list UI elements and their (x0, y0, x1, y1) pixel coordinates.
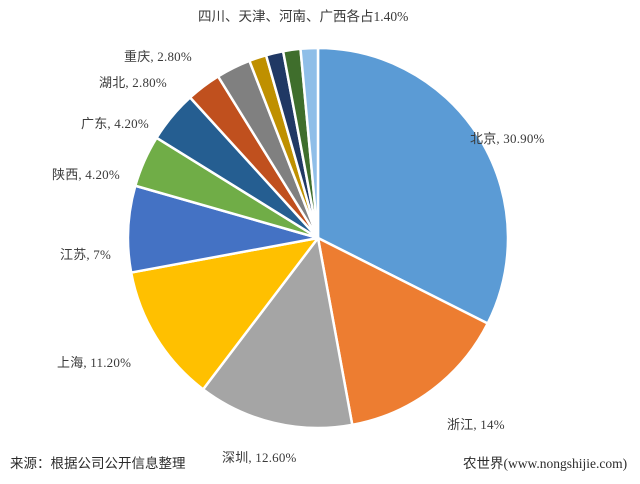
annotation-small-slices: 四川、天津、河南、广西各占1.40% (198, 9, 409, 24)
slice-label-beijing: 北京, 30.90% (470, 131, 545, 146)
pie-slice-1: 浙江 14% (316, 236, 489, 427)
slice-label-guangdong: 广东, 4.20% (81, 116, 149, 131)
watermark: 农世界(www.nongshijie.com) (463, 456, 628, 471)
slice-label-chongqing: 重庆, 2.80% (124, 49, 192, 64)
slice-label-hubei: 湖北, 2.80% (99, 75, 167, 90)
pie-slice-2: 深圳 12.6% (201, 236, 354, 430)
slice-label-shanghai: 上海, 11.20% (57, 355, 132, 370)
slice-label-jiangsu: 江苏, 7% (60, 247, 112, 262)
slice-label-shenzhen: 深圳, 12.60% (222, 450, 297, 465)
pie-slice-group: 北京 30.9%浙江 14%深圳 12.6%上海 11.2%江苏 7%陕西 4.… (126, 46, 510, 430)
pie-slice-0: 北京 30.9% (316, 46, 510, 325)
source-note: 来源：根据公司公开信息整理 (10, 456, 186, 471)
slice-label-shaanxi: 陕西, 4.20% (52, 167, 120, 182)
pie-slice-3: 上海 11.2% (129, 236, 320, 391)
slice-label-zhejiang: 浙江, 14% (447, 417, 505, 432)
pie-slice-12: 广西 1.4% (299, 46, 320, 240)
